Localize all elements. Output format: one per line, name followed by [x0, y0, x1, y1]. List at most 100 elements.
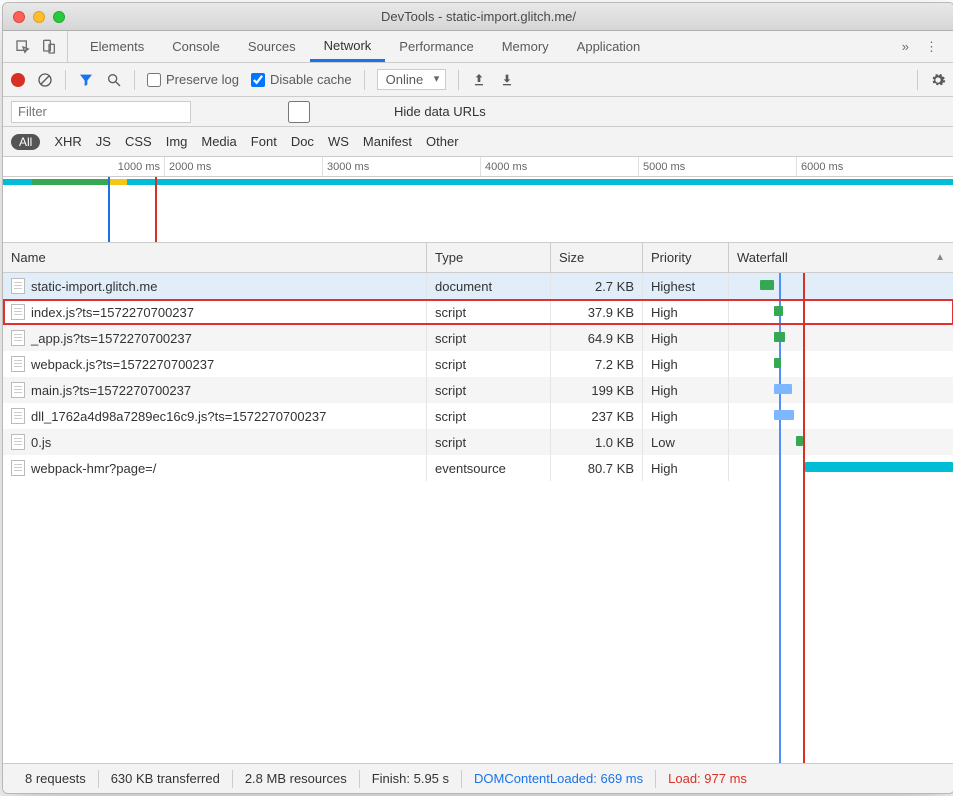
- tab-console[interactable]: Console: [158, 31, 234, 62]
- table-row[interactable]: webpack.js?ts=1572270700237script7.2 KBH…: [3, 351, 953, 377]
- type-manifest[interactable]: Manifest: [363, 134, 412, 149]
- type-ws[interactable]: WS: [328, 134, 349, 149]
- window-title: DevTools - static-import.glitch.me/: [3, 9, 953, 24]
- cell-name: 0.js: [3, 429, 427, 455]
- cell-priority: High: [643, 299, 729, 325]
- cell-waterfall: [729, 351, 953, 377]
- search-icon[interactable]: [106, 72, 122, 88]
- disable-cache-checkbox[interactable]: Disable cache: [251, 72, 352, 87]
- filter-bar: Hide data URLs: [3, 97, 953, 127]
- preserve-log-checkbox[interactable]: Preserve log: [147, 72, 239, 87]
- disable-cache-label: Disable cache: [270, 72, 352, 87]
- download-icon[interactable]: [499, 72, 515, 88]
- cell-waterfall: [729, 377, 953, 403]
- filter-icon[interactable]: [78, 72, 94, 88]
- cell-size: 2.7 KB: [551, 273, 643, 299]
- file-icon: [11, 330, 25, 346]
- type-other[interactable]: Other: [426, 134, 459, 149]
- status-finish: Finish: 5.95 s: [360, 771, 461, 786]
- file-icon: [11, 304, 25, 320]
- tick: 2000 ms: [164, 157, 322, 176]
- cell-name: dll_1762a4d98a7289ec16c9.js?ts=157227070…: [3, 403, 427, 429]
- panel-tabs: Elements Console Sources Network Perform…: [3, 31, 953, 63]
- network-toolbar: Preserve log Disable cache Online: [3, 63, 953, 97]
- col-size[interactable]: Size: [551, 243, 643, 272]
- type-xhr[interactable]: XHR: [54, 134, 81, 149]
- cell-size: 37.9 KB: [551, 299, 643, 325]
- status-load: Load: 977 ms: [656, 771, 759, 786]
- tick: 3000 ms: [322, 157, 480, 176]
- table-header: Name Type Size Priority Waterfall▲: [3, 243, 953, 273]
- table-row[interactable]: main.js?ts=1572270700237script199 KBHigh: [3, 377, 953, 403]
- tab-performance[interactable]: Performance: [385, 31, 487, 62]
- more-tabs-icon[interactable]: »: [902, 39, 909, 54]
- cell-waterfall: [729, 273, 953, 299]
- filter-input[interactable]: [11, 101, 191, 123]
- throttling-select[interactable]: Online: [377, 69, 447, 90]
- table-row[interactable]: 0.jsscript1.0 KBLow: [3, 429, 953, 455]
- kebab-icon[interactable]: ⋮: [925, 39, 938, 55]
- cell-type: document: [427, 273, 551, 299]
- tab-network[interactable]: Network: [310, 31, 386, 62]
- file-icon: [11, 408, 25, 424]
- clear-icon[interactable]: [37, 72, 53, 88]
- cell-type: script: [427, 403, 551, 429]
- tick: 6000 ms: [796, 157, 953, 176]
- cell-type: script: [427, 429, 551, 455]
- cell-waterfall: [729, 403, 953, 429]
- cell-name: webpack.js?ts=1572270700237: [3, 351, 427, 377]
- col-waterfall[interactable]: Waterfall▲: [729, 243, 953, 272]
- type-all[interactable]: All: [11, 134, 40, 150]
- tab-elements[interactable]: Elements: [76, 31, 158, 62]
- record-icon[interactable]: [11, 73, 25, 87]
- file-icon: [11, 278, 25, 294]
- type-media[interactable]: Media: [201, 134, 236, 149]
- table-row[interactable]: webpack-hmr?page=/eventsource80.7 KBHigh: [3, 455, 953, 481]
- gear-icon[interactable]: [930, 72, 946, 88]
- cell-size: 80.7 KB: [551, 455, 643, 481]
- status-requests: 8 requests: [13, 771, 98, 786]
- tab-application[interactable]: Application: [563, 31, 655, 62]
- cell-name: static-import.glitch.me: [3, 273, 427, 299]
- col-name[interactable]: Name: [3, 243, 427, 272]
- cell-name: _app.js?ts=1572270700237: [3, 325, 427, 351]
- inspect-icon[interactable]: [15, 39, 31, 55]
- hide-data-urls-checkbox[interactable]: Hide data URLs: [209, 101, 486, 123]
- table-row[interactable]: index.js?ts=1572270700237script37.9 KBHi…: [3, 299, 953, 325]
- type-doc[interactable]: Doc: [291, 134, 314, 149]
- status-dcl: DOMContentLoaded: 669 ms: [462, 771, 655, 786]
- tab-memory[interactable]: Memory: [488, 31, 563, 62]
- tick: 5000 ms: [638, 157, 796, 176]
- table-row[interactable]: static-import.glitch.medocument2.7 KBHig…: [3, 273, 953, 299]
- cell-type: eventsource: [427, 455, 551, 481]
- cell-size: 64.9 KB: [551, 325, 643, 351]
- cell-priority: Highest: [643, 273, 729, 299]
- table-row[interactable]: _app.js?ts=1572270700237script64.9 KBHig…: [3, 325, 953, 351]
- tab-sources[interactable]: Sources: [234, 31, 310, 62]
- cell-size: 199 KB: [551, 377, 643, 403]
- upload-icon[interactable]: [471, 72, 487, 88]
- col-priority[interactable]: Priority: [643, 243, 729, 272]
- cell-priority: High: [643, 377, 729, 403]
- overview-ruler: 1000 ms 2000 ms 3000 ms 4000 ms 5000 ms …: [3, 157, 953, 177]
- file-icon: [11, 382, 25, 398]
- cell-size: 1.0 KB: [551, 429, 643, 455]
- device-icon[interactable]: [41, 39, 57, 55]
- file-icon: [11, 356, 25, 372]
- devtools-window: DevTools - static-import.glitch.me/ Elem…: [2, 2, 953, 794]
- cell-waterfall: [729, 455, 953, 481]
- type-img[interactable]: Img: [166, 134, 188, 149]
- cell-size: 237 KB: [551, 403, 643, 429]
- preserve-log-label: Preserve log: [166, 72, 239, 87]
- cell-priority: High: [643, 325, 729, 351]
- col-type[interactable]: Type: [427, 243, 551, 272]
- timeline-overview[interactable]: [3, 177, 953, 243]
- type-font[interactable]: Font: [251, 134, 277, 149]
- type-css[interactable]: CSS: [125, 134, 152, 149]
- type-js[interactable]: JS: [96, 134, 111, 149]
- table-row[interactable]: dll_1762a4d98a7289ec16c9.js?ts=157227070…: [3, 403, 953, 429]
- hide-data-urls-label: Hide data URLs: [394, 104, 486, 119]
- cell-waterfall: [729, 299, 953, 325]
- cell-priority: High: [643, 455, 729, 481]
- request-table: static-import.glitch.medocument2.7 KBHig…: [3, 273, 953, 763]
